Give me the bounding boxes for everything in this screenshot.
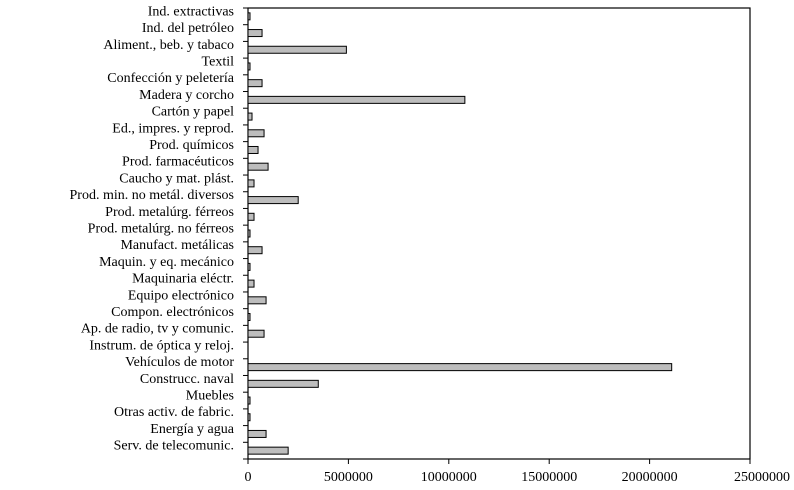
category-label: Serv. de telecomunic. [114,439,234,454]
bar [247,446,289,455]
category-label: Equipo electrónico [128,288,234,303]
bar [247,45,347,54]
category-label: Maquin. y eq. mecánico [99,255,234,270]
category-label: Madera y corcho [139,88,234,103]
bar [247,363,673,372]
bar [247,212,255,221]
bar [247,95,466,104]
category-label: Prod. farmacéuticos [122,155,234,170]
category-label: Maquinaria eléctr. [132,272,234,287]
bar [247,145,259,154]
category-label: Prod. metalúrg. férreos [105,205,234,220]
category-labels: Ind. extractivas Ind. del petróleo Aliment… [70,4,235,453]
bar [247,296,267,305]
bar [247,429,267,438]
category-label: Cartón y papel [152,105,235,120]
bar [247,62,251,71]
bar [247,229,251,238]
bar [247,196,299,205]
bar [247,262,251,271]
category-label: Instrum. de óptica y reloj. [89,338,234,353]
category-label: Ind. del petróleo [142,21,234,36]
x-tick-label: 10000000 [421,470,477,485]
category-label: Construcc. naval [140,372,234,387]
x-tick-label: 15000000 [521,470,577,485]
bar [247,179,255,188]
category-label: Compon. electrónicos [111,305,234,320]
bar [247,329,265,338]
category-label: Caucho y mat. plást. [119,171,234,186]
category-label: Prod. químicos [149,138,234,153]
bar [247,29,263,38]
y-ticks [243,7,248,460]
bar [247,379,319,388]
category-label: Ed., impres. y reprod. [112,121,234,136]
x-tick-label: 0 [245,470,252,485]
bar [247,246,263,255]
category-label: Vehículos de motor [125,355,234,370]
bar [247,413,251,422]
category-label: Otras activ. de fabric. [114,405,234,420]
category-label: Energía y agua [150,422,234,437]
category-label: Ap. de radio, tv y comunic. [81,322,234,337]
bar [247,129,265,138]
category-label: Manufact. metálicas [120,238,234,253]
x-tick-label: 20000000 [622,470,678,485]
category-label: Prod. min. no metál. diversos [70,188,235,203]
bar [247,12,251,21]
bar [247,279,255,288]
category-label: Textil [202,54,235,69]
bar [247,112,253,121]
category-label: Muebles [186,389,234,404]
bar [247,162,269,171]
x-tick-label: 5000000 [324,470,373,485]
category-label: Aliment., beb. y tabaco [103,38,234,53]
x-tick-label: 25000000 [734,470,790,485]
plot-frame [247,7,751,460]
category-label: Confección y peletería [107,71,235,86]
category-label: Prod. metalúrg. no férreos [88,222,234,237]
x-ticks: 0 5000000 10000000 15000000 20000000 25000000 [245,459,790,485]
bar [247,313,251,322]
bars [247,12,673,455]
category-label: Ind. extractivas [148,4,234,19]
bar [247,396,251,405]
bar [247,79,263,88]
